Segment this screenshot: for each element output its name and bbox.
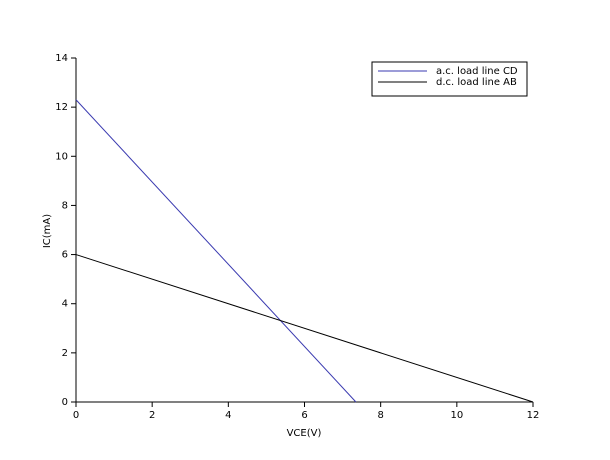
y-tick-label: 10 <box>55 151 68 162</box>
x-axis-label: VCE(V) <box>287 428 322 439</box>
legend-box <box>371 61 528 97</box>
y-tick-label: 4 <box>62 299 68 310</box>
x-tick-label: 8 <box>377 410 383 421</box>
y-tick-label: 12 <box>55 102 68 113</box>
y-tick-label: 6 <box>62 250 68 261</box>
y-tick-label: 8 <box>62 200 68 211</box>
x-tick-label: 2 <box>149 410 155 421</box>
legend-label: d.c. load line AB <box>436 77 517 88</box>
y-axis-label: IC(mA) <box>42 214 53 248</box>
y-tick-label: 14 <box>55 53 68 64</box>
legend-label: a.c. load line CD <box>436 66 518 77</box>
y-tick-label: 2 <box>62 348 68 359</box>
series-line <box>75 99 357 403</box>
x-tick-label: 10 <box>450 410 463 421</box>
x-tick-label: 6 <box>301 410 307 421</box>
x-tick-label: 4 <box>225 410 231 421</box>
x-tick-label: 0 <box>73 410 79 421</box>
series-line <box>75 254 534 403</box>
x-tick-label: 12 <box>527 410 540 421</box>
y-tick-label: 0 <box>62 397 68 408</box>
